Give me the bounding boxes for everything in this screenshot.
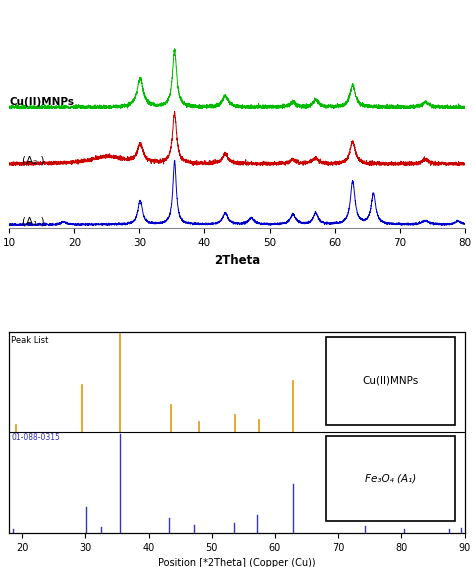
Text: Peak List: Peak List [11, 336, 49, 345]
FancyBboxPatch shape [326, 437, 456, 521]
Text: Fe₃O₄ (A₁): Fe₃O₄ (A₁) [365, 473, 417, 484]
Text: Cu(II)MNPs: Cu(II)MNPs [363, 376, 419, 386]
Text: 01-088-0315: 01-088-0315 [11, 433, 60, 442]
Text: Cu(II)MNPs: Cu(II)MNPs [9, 97, 74, 107]
Text: (A₁ ): (A₁ ) [22, 217, 45, 226]
X-axis label: 2Theta: 2Theta [214, 253, 260, 266]
FancyBboxPatch shape [326, 337, 456, 425]
X-axis label: Position [*2Theta] (Copper (Cu)): Position [*2Theta] (Copper (Cu)) [158, 558, 316, 567]
Text: (A₂ ): (A₂ ) [22, 155, 45, 165]
